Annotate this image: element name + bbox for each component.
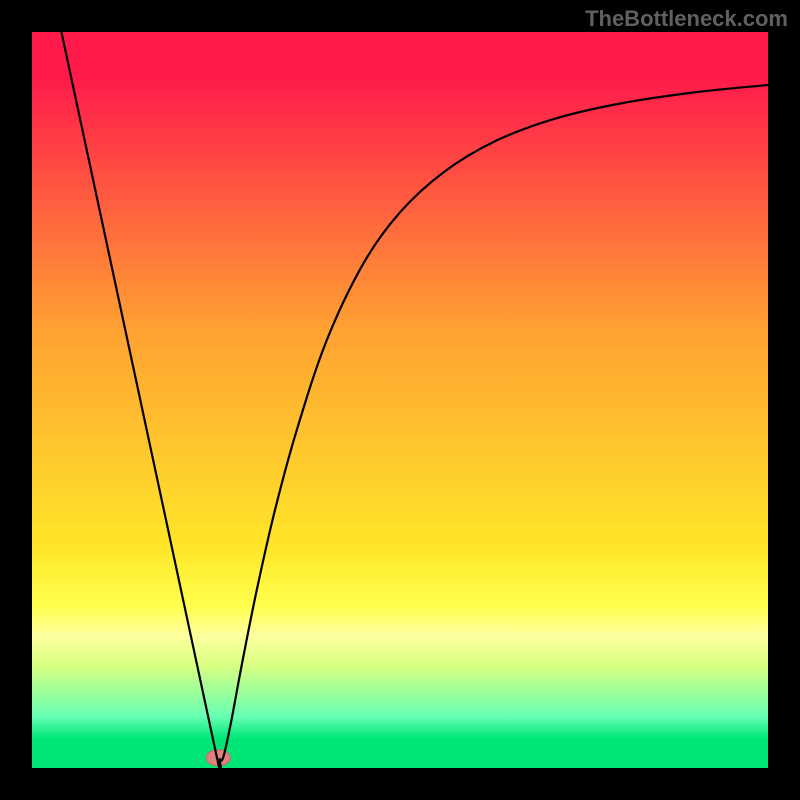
chart-container: TheBottleneck.com bbox=[0, 0, 800, 800]
gradient-background bbox=[32, 32, 768, 768]
watermark-text: TheBottleneck.com bbox=[585, 6, 788, 32]
chart-svg bbox=[0, 0, 800, 800]
